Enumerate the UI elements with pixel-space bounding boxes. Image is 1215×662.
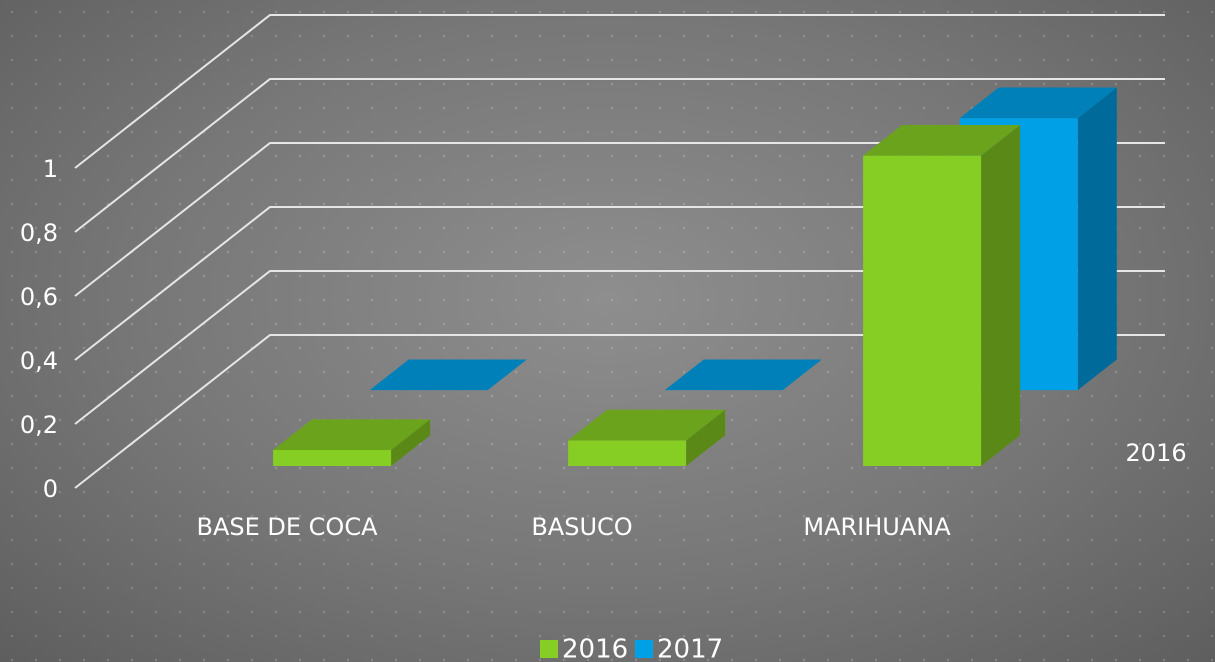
- grid-line: [74, 78, 1165, 233]
- y-tick-label: 0,8: [20, 219, 58, 247]
- legend-label: 2017: [657, 635, 723, 662]
- bar-side: [981, 124, 1021, 466]
- legend-swatch: [635, 640, 653, 658]
- bar-side: [391, 419, 431, 466]
- bar-top: [369, 359, 527, 391]
- bar-top: [664, 359, 822, 391]
- x-tick-label: BASUCO: [531, 513, 632, 541]
- bar-side: [686, 409, 726, 466]
- grid-line: [74, 14, 1165, 169]
- y-tick-label: 1: [43, 155, 58, 183]
- bar-top-shade: [568, 409, 726, 441]
- bar-front: [863, 155, 982, 466]
- bar-side-shade: [391, 419, 431, 466]
- y-tick-label: 0: [43, 475, 58, 503]
- bar-top: [959, 87, 1117, 119]
- bar-top: [568, 409, 726, 441]
- bar-front: [273, 449, 392, 466]
- y-tick-label: 0,4: [20, 347, 58, 375]
- bar-top-shade: [273, 419, 431, 450]
- bar-side-shade: [686, 409, 726, 466]
- grid-line: [74, 142, 1165, 297]
- bar-top-shade: [959, 87, 1117, 119]
- bar-top: [863, 124, 1021, 156]
- depth-label: 2016: [1126, 439, 1187, 467]
- bar-top: [273, 419, 431, 450]
- bar-top-shade: [863, 124, 1021, 156]
- bar-top-shade: [664, 359, 822, 391]
- legend-swatch: [540, 640, 558, 658]
- bar-front: [568, 440, 687, 466]
- legend-label: 2016: [562, 635, 628, 662]
- bar-top-shade: [369, 359, 527, 391]
- y-tick-label: 0,2: [20, 411, 58, 439]
- x-tick-label: MARIHUANA: [803, 513, 951, 541]
- bar-side: [1077, 87, 1117, 391]
- y-tick-label: 0,6: [20, 283, 58, 311]
- bar-side-shade: [1077, 87, 1117, 391]
- x-tick-label: BASE DE COCA: [196, 513, 378, 541]
- bar-side-shade: [981, 124, 1021, 466]
